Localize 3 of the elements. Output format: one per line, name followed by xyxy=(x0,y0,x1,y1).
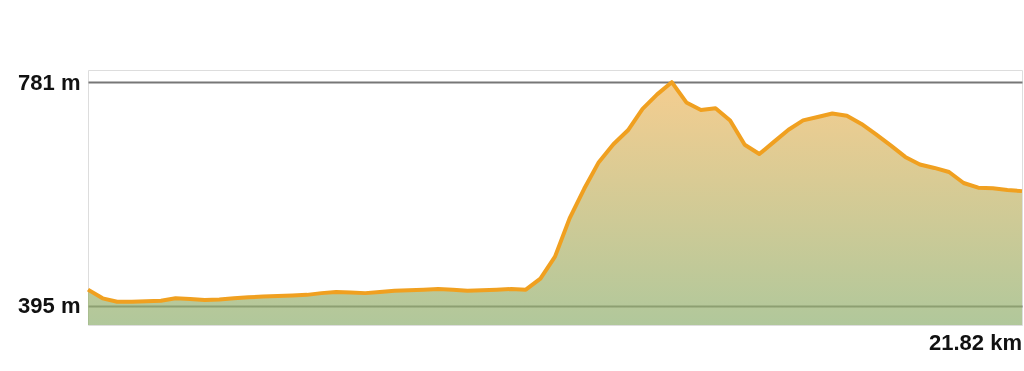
y-tick-label: 395 m xyxy=(18,293,81,319)
text: 21.82 km xyxy=(929,330,1022,355)
y-tick-label: 781 m xyxy=(18,69,81,95)
